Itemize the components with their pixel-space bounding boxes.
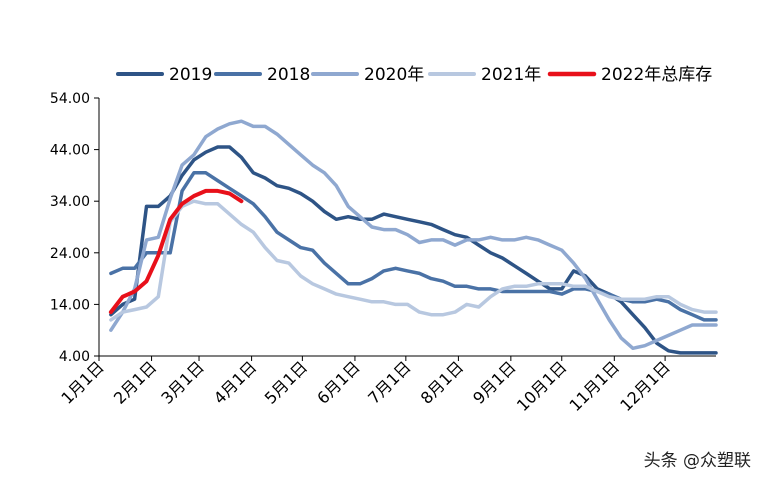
legend-label: 2022年总库存 [601, 65, 712, 85]
y-tick-label: 24.00 [50, 246, 90, 262]
x-tick-label: 12月1日 [616, 357, 674, 415]
y-tick-label: 44.00 [50, 143, 90, 159]
x-tick-label: 2月1日 [110, 357, 160, 407]
x-tick-label: 4月1日 [210, 357, 260, 407]
series-line-2021年 [109, 199, 718, 322]
x-tick-label: 6月1日 [313, 357, 363, 407]
y-tick-label: 34.00 [50, 194, 90, 210]
legend-label: 2019 [169, 65, 212, 85]
x-tick-label: 3月1日 [157, 357, 207, 407]
x-tick-label: 7月1日 [364, 357, 414, 407]
x-tick-label: 5月1日 [261, 357, 311, 407]
series-line-2020年 [109, 119, 718, 351]
legend: 2019 2018 2020年 2021年 2022年总库存 [116, 65, 712, 85]
plot-area [108, 119, 718, 355]
series-line-2019 [109, 145, 718, 355]
legend-label: 2020年 [364, 65, 424, 85]
y-axis: 4.00 14.00 24.00 34.00 44.00 54.00 [50, 91, 100, 365]
x-tick-label: 11月1日 [565, 357, 623, 415]
x-tick-label: 10月1日 [513, 357, 571, 415]
watermark: 头条 @众塑联 [643, 451, 751, 471]
x-tick-label: 8月1日 [417, 357, 467, 407]
y-tick-label: 4.00 [59, 349, 90, 365]
legend-label: 2021年 [481, 65, 541, 85]
x-tick-label: 9月1日 [469, 357, 519, 407]
y-tick-label: 54.00 [50, 91, 90, 107]
series-line-2022年总库存 [108, 188, 244, 315]
legend-label: 2018 [267, 65, 310, 85]
y-tick-label: 14.00 [50, 297, 90, 313]
